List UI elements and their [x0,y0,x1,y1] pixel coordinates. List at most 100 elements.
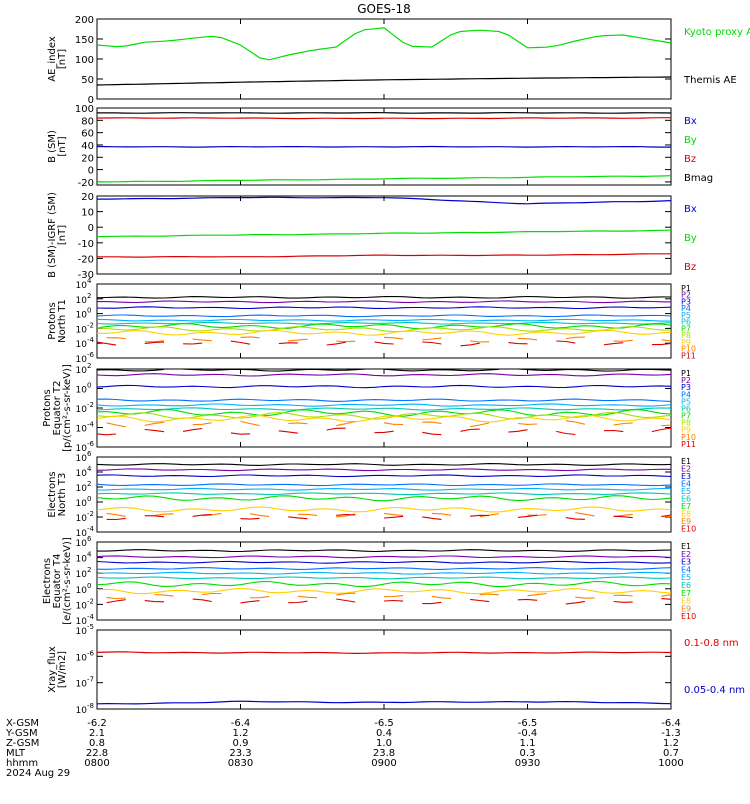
channel-line-p6 [96,407,672,411]
channel-line-e6 [96,492,672,496]
legend-label: P8 [681,331,691,340]
y-tick-label: 10 2 [76,480,92,494]
y-tick-label: 10 -4 [76,336,95,350]
y-tick-label: 200 [75,15,94,26]
series-line-bz [97,117,671,120]
svg-text:[W/m2]: [W/m2] [57,651,68,688]
svg-text:-6: -6 [87,440,95,448]
y-tick-label: 0 [88,223,94,234]
y-tick-label: 10 -4 [76,525,95,539]
legend-label: E7 [681,502,691,511]
legend-label: E5 [681,487,691,496]
y-tick-label: 10 6 [76,535,92,549]
legend-label: P2 [681,291,691,300]
svg-text:[nT]: [nT] [57,225,68,245]
series-line-kyoto-proxy-ae [96,27,672,61]
svg-text:-8: -8 [87,702,94,710]
y-tick-label: 0 [88,95,94,106]
ephemeris-row: Z-GSM 0.8 0.9 1.0 1.1 1.2 [6,738,679,749]
plot-date: 2024 Aug 29 [6,768,70,779]
legend-label: E2 [681,465,691,474]
ephemeris-value: 0.4 [376,728,392,739]
svg-text:6: 6 [87,535,92,543]
svg-text:Xray_flux: Xray_flux [47,646,58,693]
channel-line-p2 [96,373,672,377]
ephemeris-row: X-GSM -6.2 -6.4 -6.5 -6.5 -6.4 [6,718,681,729]
svg-text:-2: -2 [87,597,94,605]
svg-text:Electrons: Electrons [47,471,58,517]
legend-label: P7 [681,412,691,421]
ephemeris-value: 0.3 [520,748,536,759]
svg-text:[p/(cm²-s-sr-keV)]: [p/(cm²-s-sr-keV)] [62,364,73,452]
y-axis-label: Protons North T1 [47,299,68,343]
svg-text:10: 10 [76,311,88,321]
legend-label: E3 [681,558,691,567]
svg-text:[nT]: [nT] [57,136,68,156]
ephemeris-value: 2.1 [89,728,105,739]
y-tick-label: 10 -6 [76,440,95,454]
legend-label: P2 [681,376,691,385]
ephemeris-row-label: hhmm [6,758,38,769]
svg-text:Equator T2: Equator T2 [52,381,63,436]
legend-label: Kyoto proxy AE [684,27,750,38]
series-line-bx [97,196,672,205]
legend-label: P8 [681,419,691,428]
y-axis-label: B (SM) [nT] [47,130,68,163]
channel-line-e8 [96,587,672,595]
y-tick-label: 10 2 [76,566,92,580]
legend-label: P9 [681,338,691,347]
legend-label: 0.1-0.8 nm [684,638,739,649]
channel-line-e7 [96,495,672,502]
svg-text:10: 10 [76,529,88,539]
legend: Bx By Bz [684,204,697,273]
y-tick-label: 40 [81,141,94,152]
svg-text:Electrons: Electrons [42,558,53,604]
y-tick-label: 60 [81,129,94,140]
svg-text:-4: -4 [87,421,95,429]
y-tick-label: 80 [81,116,94,127]
legend-label: Bz [684,154,696,165]
panel-frame [96,456,672,533]
svg-text:2: 2 [87,292,91,300]
y-axis-label: Xray_flux [W/m2] [47,646,68,693]
ephemeris-value: -6.5 [518,718,538,729]
ephemeris-value: 22.8 [86,748,108,759]
svg-text:AE_index: AE_index [47,36,58,82]
channel-line-p6 [96,321,672,325]
svg-text:Protons: Protons [42,389,53,426]
y-tick-label: 10 -2 [76,321,94,335]
channel-line-p11 [96,427,672,436]
legend-label: P11 [681,351,696,360]
legend-label: Bx [684,204,697,215]
legend-label: P6 [681,404,691,413]
ephemeris-value: 0.7 [663,748,679,759]
y-tick-label: 0 [88,166,94,177]
channel-line-e5 [96,487,671,491]
series-line-by [97,175,672,183]
y-tick-label: 10 4 [76,277,92,291]
ephemeris-row-label: X-GSM [6,718,39,729]
panel-1: 0 50 100 150 200 AE_index[nT] Kyoto proxy AE Th… [47,15,750,106]
svg-text:0: 0 [87,307,91,315]
svg-text:B (SM): B (SM) [47,130,58,163]
series-line-themis-ae [96,76,672,86]
svg-text:-2: -2 [87,510,94,518]
svg-text:10: 10 [76,484,88,494]
channel-line-p9 [96,329,672,336]
channel-line-e9 [106,512,672,518]
y-tick-label: 10 2 [76,292,92,306]
y-axis-label: Electrons Equator T4 [e/(cm²-s-sr-keV)] [42,537,73,625]
svg-text:10: 10 [76,680,88,690]
svg-text:-7: -7 [87,676,94,684]
ephemeris-row: Y-GSM 2.1 1.2 0.4 -0.4 -1.3 [5,728,681,739]
svg-text:-2: -2 [87,401,94,409]
channel-line-e9 [106,592,672,600]
ephemeris-value: 1.2 [233,728,249,739]
y-tick-label: 10 4 [76,465,92,479]
svg-text:10: 10 [76,340,88,350]
